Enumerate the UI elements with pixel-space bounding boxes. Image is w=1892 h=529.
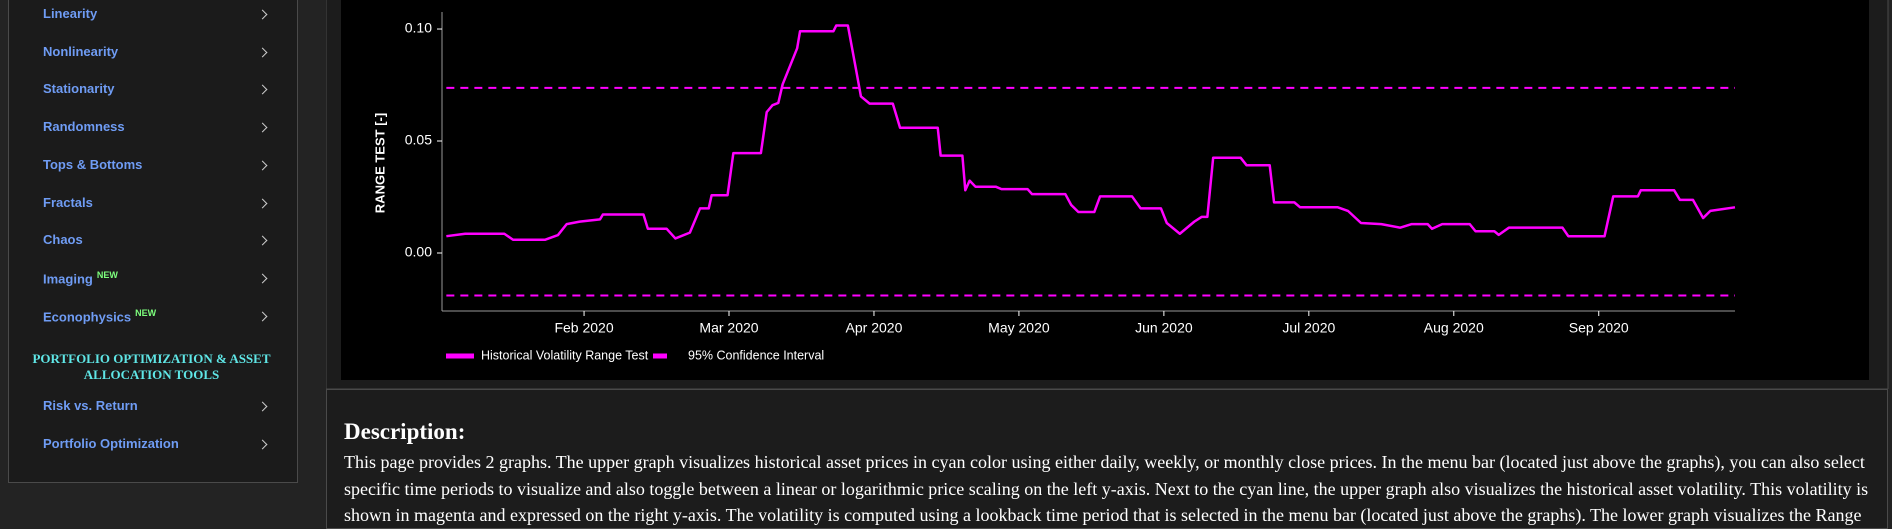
chevron	[257, 122, 268, 133]
description-text: This page provides 2 graphs. The upper g…	[344, 452, 1869, 525]
menu-item[interactable]: Linearity	[43, 6, 97, 21]
menu-label: Stationarity	[43, 81, 115, 97]
y-tick-label: 0.00	[405, 244, 432, 260]
menu-label: Tops & Bottoms	[43, 156, 143, 172]
y-axis-label: RANGE TEST [-]	[372, 113, 387, 213]
chevron	[257, 235, 268, 246]
x-tick-label: Aug 2020	[1424, 320, 1484, 336]
menu-item[interactable]: Chaos	[43, 232, 83, 247]
menu-item[interactable]: Risk vs. Return	[43, 398, 138, 413]
plot-background	[341, 0, 1869, 380]
chevron	[257, 311, 268, 322]
chevron	[257, 9, 268, 20]
menu-label: Fractals	[43, 194, 93, 210]
menu-label: Chaos	[43, 232, 83, 248]
x-tick-label: Apr 2020	[846, 320, 903, 336]
chevron	[257, 198, 268, 208]
x-tick-label: Feb 2020	[554, 320, 613, 336]
menu-label: Linearity	[43, 6, 98, 21]
x-tick-label: Jun 2020	[1135, 320, 1193, 336]
menu-label: Randomness	[43, 119, 125, 135]
menu-label: Portfolio Optimization	[43, 435, 179, 451]
badge: NEW	[135, 307, 157, 318]
x-tick-label: May 2020	[988, 320, 1050, 336]
description: Description: This page provides 2 graphs…	[326, 389, 1888, 529]
chevron	[257, 401, 268, 412]
legend-label: 95% Confidence Interval	[688, 348, 824, 362]
chevron	[257, 439, 268, 449]
badge: NEW	[96, 269, 118, 280]
sidebar: PORTFOLIO OPTIMIZATION & ASSET ALLOCATIO…	[8, 0, 298, 483]
menu-label: Nonlinearity	[43, 43, 119, 59]
y-tick-label: 0.05	[405, 132, 432, 148]
menu-item[interactable]: Nonlinearity	[43, 44, 118, 59]
y-tick-label: 0.10	[405, 20, 432, 36]
legend-label: Historical Volatility Range Test	[481, 348, 649, 362]
menu-item[interactable]: Fractals	[43, 195, 93, 210]
menu-item[interactable]: Imaging NEW	[43, 270, 118, 286]
x-tick-label: Jul 2020	[1282, 320, 1335, 336]
menu-item[interactable]: Randomness	[43, 119, 125, 134]
menu-item[interactable]: Tops & Bottoms	[43, 157, 142, 172]
menu-label: Econophysics	[43, 308, 132, 324]
x-tick-label: Sep 2020	[1569, 320, 1629, 336]
chevron	[257, 160, 268, 171]
menu-item[interactable]: Portfolio Optimization	[43, 436, 179, 451]
x-tick-label: Mar 2020	[699, 320, 758, 336]
chevron	[257, 273, 268, 284]
chevron	[257, 84, 268, 95]
volatility-line	[446, 24, 1736, 242]
description-title: Description:	[344, 419, 466, 444]
menu-label: Risk vs. Return	[43, 398, 138, 413]
menu-item[interactable]: Stationarity	[43, 81, 115, 96]
chart: RANGE TEST [-] 0.00 0.05 0.10 Feb 2020 Mar 2…	[326, 0, 1889, 389]
section-title: PORTFOLIO OPTIMIZATION & ASSET ALLOCATIO…	[32, 351, 271, 382]
menu-item[interactable]: Econophysics NEW	[43, 308, 156, 324]
chevron	[257, 47, 268, 58]
menu-label: Imaging	[43, 271, 93, 287]
